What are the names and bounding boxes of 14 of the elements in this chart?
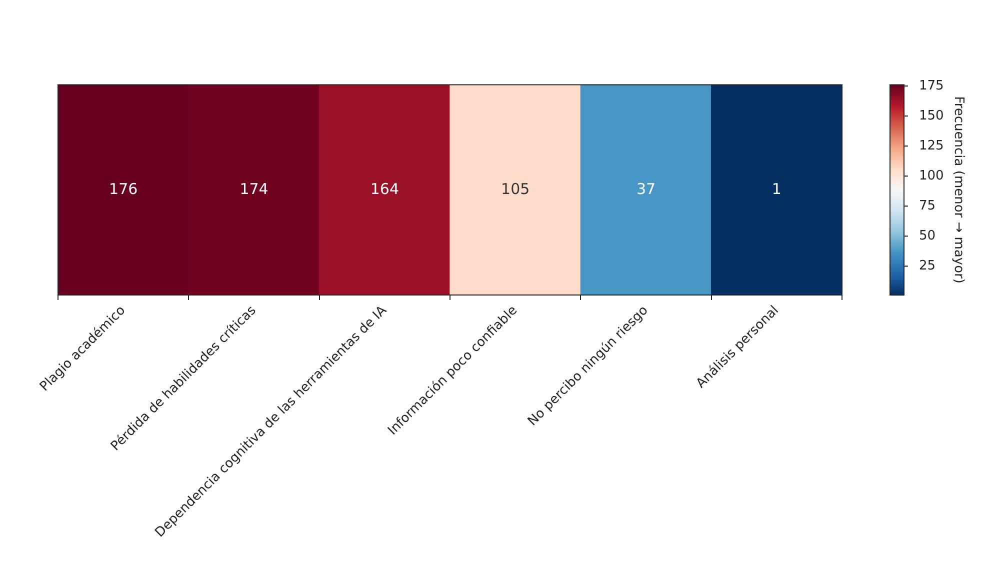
color-bar-label: 125 [919,138,944,154]
data-label: 176 [109,180,138,198]
color-bar-label: 25 [919,258,936,274]
data-label: 1 [772,180,782,198]
data-label: 105 [501,180,530,198]
data-label: 37 [636,180,656,198]
data-label: 164 [370,180,399,198]
color-bar-label: 150 [919,108,944,124]
color-bar-label: 75 [919,198,936,214]
color-bar-label: 50 [919,228,936,244]
color-bar-title: Frecuencia (menor → mayor) [950,96,966,284]
color-bar-label: 100 [919,168,944,184]
color-bar-label: 175 [919,78,944,94]
data-label: 174 [240,180,268,198]
